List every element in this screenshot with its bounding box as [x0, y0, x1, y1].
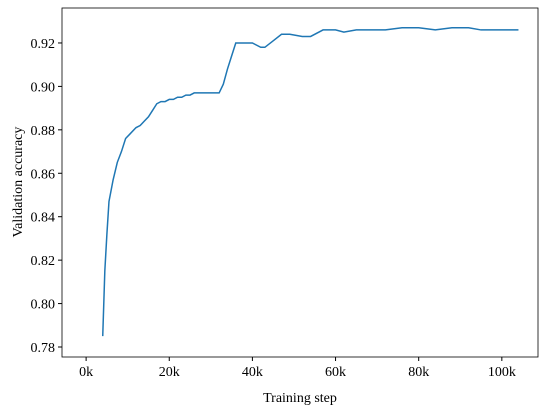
- y-axis-label: Validation accuracy: [11, 127, 26, 238]
- y-tick-label: 0.90: [31, 80, 56, 95]
- y-tick-label: 0.88: [31, 124, 56, 139]
- x-tick-label: 80k: [408, 365, 429, 380]
- x-tick-label: 40k: [242, 365, 263, 380]
- x-tick-label: 0k: [79, 365, 93, 380]
- y-tick-label: 0.84: [31, 211, 56, 226]
- x-tick-label: 60k: [325, 365, 346, 380]
- x-axis-label: Training step: [263, 391, 337, 406]
- y-tick-label: 0.86: [31, 167, 56, 182]
- y-tick-label: 0.82: [31, 254, 56, 269]
- y-tick-label: 0.92: [31, 37, 56, 52]
- x-tick-label: 20k: [159, 365, 180, 380]
- y-tick-label: 0.78: [31, 341, 56, 356]
- y-tick-label: 0.80: [31, 298, 56, 313]
- x-tick-label: 100k: [488, 365, 516, 380]
- plot-frame: [61, 7, 539, 358]
- line: [101, 27, 519, 337]
